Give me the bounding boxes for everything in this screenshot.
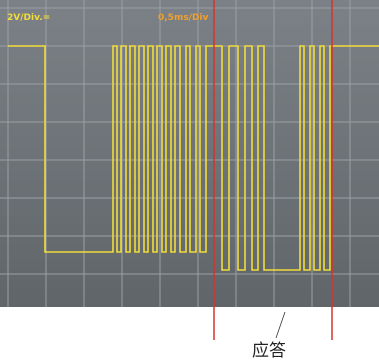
annotation-label: 应答 — [252, 341, 286, 361]
oscilloscope-figure: 2V/Div.= 0,5ms/Div 应答 — [0, 0, 379, 361]
leader-line — [276, 312, 285, 338]
time-per-div: 0,5ms/Div — [158, 13, 209, 23]
page: 2V/Div.= 0,5ms/Div 应答 (() => { const dat… — [0, 0, 379, 361]
volts-per-div: 2V/Div.= — [7, 13, 50, 23]
